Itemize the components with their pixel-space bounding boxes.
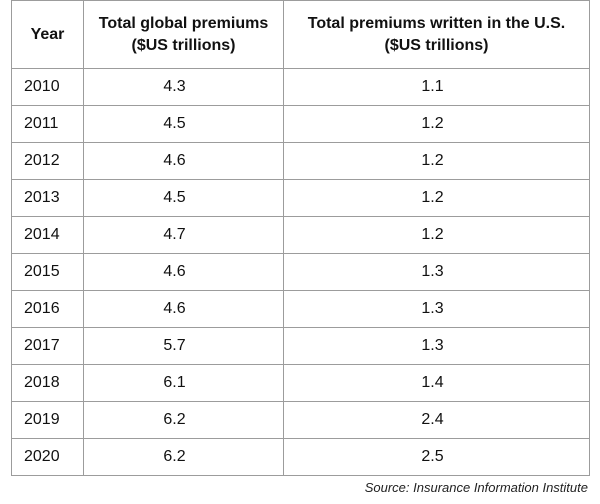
table-row: 2013 4.5 1.2 (11, 179, 590, 217)
cell-us-premium: 1.1 (283, 68, 590, 106)
cell-year: 2012 (11, 142, 84, 180)
cell-global-premium: 4.3 (83, 68, 284, 106)
column-header-us-label: Total premiums written in the U.S. (307, 14, 566, 32)
column-header-us-unit: ($US trillions) (384, 36, 489, 54)
cell-us-premium: 1.2 (283, 105, 590, 143)
premiums-table: Year Total global premiums ($US trillion… (11, 0, 590, 476)
table-row: 2012 4.6 1.2 (11, 142, 590, 180)
cell-global-premium: 6.1 (83, 364, 284, 402)
table-row: 2016 4.6 1.3 (11, 290, 590, 328)
cell-us-premium: 1.3 (283, 290, 590, 328)
cell-year: 2018 (11, 364, 84, 402)
column-header-global-unit: ($US trillions) (131, 36, 236, 54)
cell-year: 2015 (11, 253, 84, 291)
cell-year: 2011 (11, 105, 84, 143)
table-row: 2011 4.5 1.2 (11, 105, 590, 143)
column-header-global-premiums: Total global premiums ($US trillions) (83, 0, 284, 69)
cell-global-premium: 4.6 (83, 142, 284, 180)
cell-global-premium: 4.5 (83, 179, 284, 217)
table-row: 2018 6.1 1.4 (11, 364, 590, 402)
table-row: 2015 4.6 1.3 (11, 253, 590, 291)
column-header-us-premiums: Total premiums written in the U.S. ($US … (283, 0, 590, 69)
cell-us-premium: 1.2 (283, 142, 590, 180)
table-row: 2019 6.2 2.4 (11, 401, 590, 439)
source-note: Source: Insurance Information Institute (364, 480, 588, 495)
table-row: 2017 5.7 1.3 (11, 327, 590, 365)
cell-us-premium: 1.2 (283, 216, 590, 254)
cell-global-premium: 4.6 (83, 290, 284, 328)
cell-year: 2016 (11, 290, 84, 328)
cell-global-premium: 6.2 (83, 401, 284, 439)
cell-us-premium: 1.4 (283, 364, 590, 402)
cell-year: 2017 (11, 327, 84, 365)
cell-year: 2019 (11, 401, 84, 439)
column-header-year: Year (11, 0, 84, 69)
cell-year: 2014 (11, 216, 84, 254)
cell-us-premium: 2.4 (283, 401, 590, 439)
table-row: 2014 4.7 1.2 (11, 216, 590, 254)
table-row: 2010 4.3 1.1 (11, 68, 590, 106)
header-row: Year Total global premiums ($US trillion… (11, 0, 590, 69)
cell-year: 2013 (11, 179, 84, 217)
column-header-year-label: Year (30, 25, 65, 43)
table-row: 2020 6.2 2.5 (11, 438, 590, 476)
cell-us-premium: 2.5 (283, 438, 590, 476)
cell-us-premium: 1.3 (283, 327, 590, 365)
cell-year: 2020 (11, 438, 84, 476)
cell-global-premium: 5.7 (83, 327, 284, 365)
premiums-table-container: Year Total global premiums ($US trillion… (11, 0, 590, 476)
cell-global-premium: 4.7 (83, 216, 284, 254)
cell-us-premium: 1.2 (283, 179, 590, 217)
cell-global-premium: 4.5 (83, 105, 284, 143)
table-header: Year Total global premiums ($US trillion… (11, 0, 590, 69)
column-header-global-label: Total global premiums (98, 14, 269, 32)
cell-global-premium: 6.2 (83, 438, 284, 476)
table-body: 2010 4.3 1.1 2011 4.5 1.2 2012 4.6 1.2 2… (11, 68, 590, 476)
cell-year: 2010 (11, 68, 84, 106)
cell-global-premium: 4.6 (83, 253, 284, 291)
cell-us-premium: 1.3 (283, 253, 590, 291)
